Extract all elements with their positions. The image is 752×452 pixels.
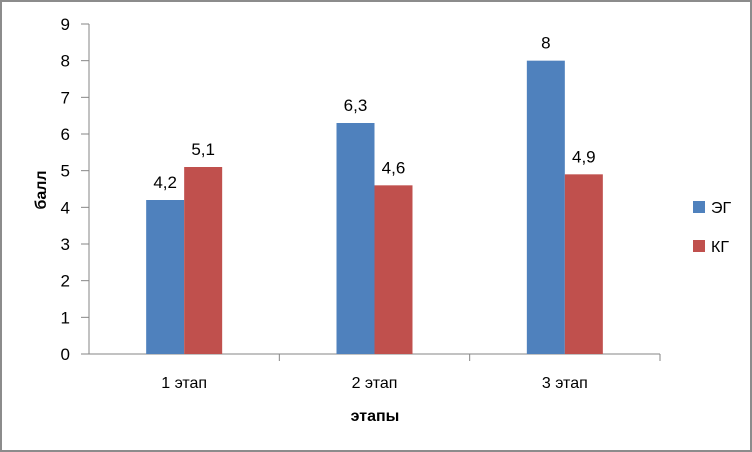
y-tick-label: 8 <box>61 52 70 71</box>
data-label: 4,9 <box>572 147 596 166</box>
y-tick-label: 7 <box>61 88 70 107</box>
bar-kg <box>184 167 223 354</box>
x-axis-label: этапы <box>351 408 400 425</box>
y-tick-label: 9 <box>61 15 70 34</box>
y-tick-label: 0 <box>61 345 70 364</box>
y-tick-label: 6 <box>61 125 70 144</box>
legend-label: КГ <box>711 239 729 256</box>
data-label: 4,6 <box>382 158 406 177</box>
bar-kg <box>374 185 413 354</box>
data-label: 5,1 <box>191 140 215 159</box>
legend-swatch <box>693 201 705 213</box>
data-label: 6,3 <box>344 96 368 115</box>
y-tick-label: 5 <box>61 162 70 181</box>
bar-kg <box>564 174 603 354</box>
y-tick-label: 3 <box>61 235 70 254</box>
bar-eg <box>526 60 565 355</box>
y-tick-label: 1 <box>61 308 70 327</box>
x-tick-label: 1 этап <box>161 375 207 392</box>
x-tick-label: 3 этап <box>542 375 588 392</box>
y-tick-label: 2 <box>61 272 70 291</box>
bar-eg <box>146 200 185 354</box>
y-axis-label: балл <box>33 170 50 209</box>
data-label: 8 <box>541 34 550 53</box>
legend-label: ЭГ <box>711 200 732 217</box>
legend-swatch <box>693 240 705 252</box>
data-label: 4,2 <box>153 173 177 192</box>
bar-eg <box>336 123 375 354</box>
y-tick-label: 4 <box>61 198 70 217</box>
x-tick-label: 2 этап <box>352 375 398 392</box>
